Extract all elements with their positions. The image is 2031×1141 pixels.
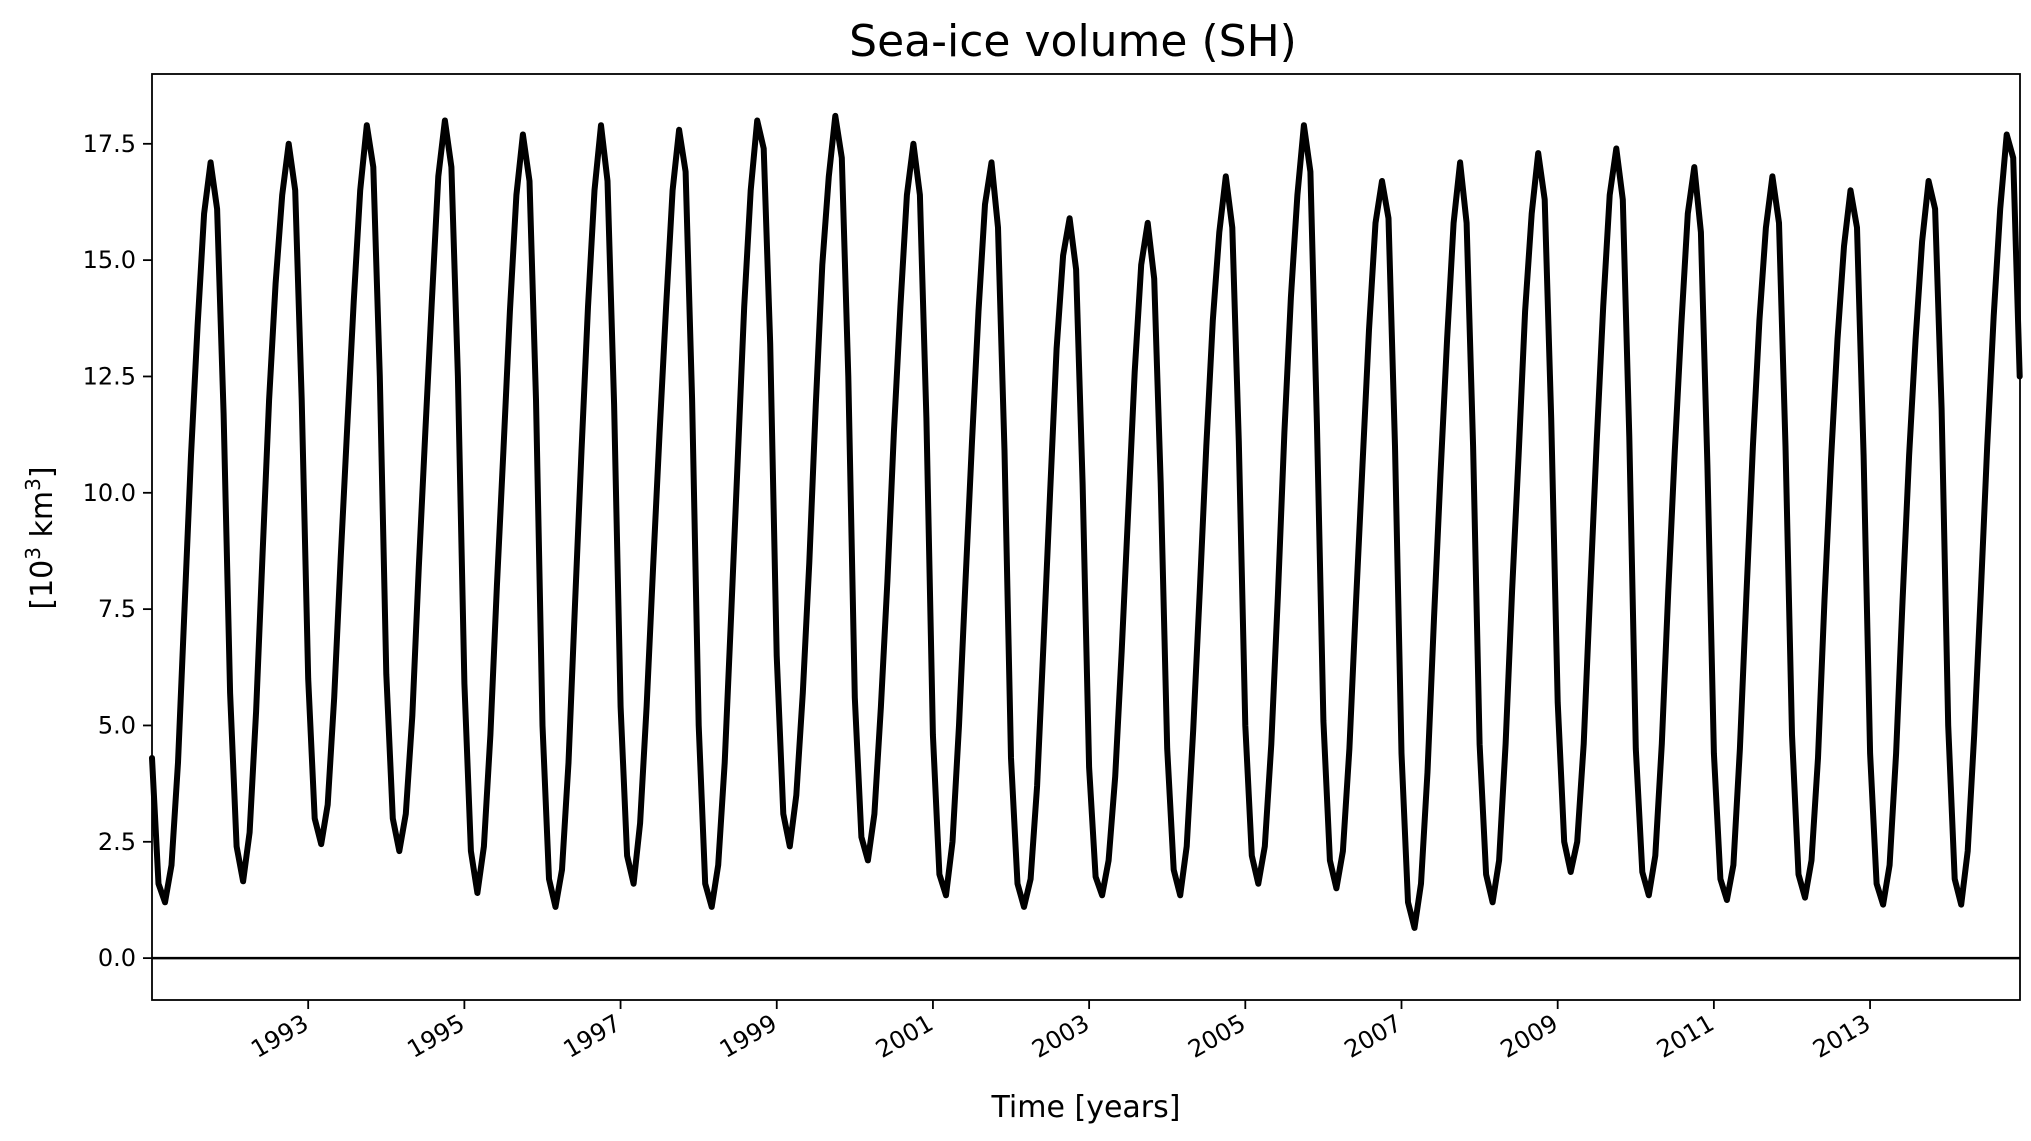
y-axis-label: [103 km3]	[21, 466, 60, 609]
chart-title: Sea-ice volume (SH)	[849, 16, 1297, 67]
y-tick-label: 5.0	[98, 711, 136, 739]
y-axis-label-unit: km	[25, 491, 60, 547]
x-tick-label: 1993	[246, 1009, 313, 1064]
x-tick-label: 2007	[1340, 1009, 1407, 1064]
y-tick-label: 10.0	[83, 479, 136, 507]
sea-ice-volume-line	[149, 112, 2023, 931]
y-tick-label: 7.5	[98, 595, 136, 623]
y-tick-label: 0.0	[98, 944, 136, 972]
x-tick-label: 2013	[1808, 1009, 1875, 1064]
x-axis-label: Time [years]	[991, 1090, 1181, 1125]
plot-area-frame	[151, 73, 2021, 1001]
x-axis-ticks: 1993 1995 1997 1999 2001 2003 2005 2007 2009 2011…	[246, 1000, 1875, 1064]
y-tick-label: 2.5	[98, 828, 136, 856]
x-tick-label: 2003	[1027, 1009, 1094, 1064]
y-tick-label: 12.5	[83, 362, 136, 390]
x-tick-label: 2011	[1652, 1009, 1719, 1064]
x-tick-label: 2005	[1183, 1009, 1250, 1064]
y-axis-label-unit-exponent: 3	[21, 478, 45, 491]
x-tick-label: 1999	[715, 1009, 782, 1064]
y-tick-label: 17.5	[83, 130, 136, 158]
x-tick-label: 2001	[871, 1009, 938, 1064]
x-tick-label: 1995	[402, 1009, 469, 1064]
y-axis-label-close: ]	[25, 466, 60, 478]
y-axis-ticks: 0.0 2.5 5.0 7.5 10.0 12.5 15.0 17.5	[83, 130, 152, 972]
y-axis-label-exponent: 3	[21, 547, 45, 560]
x-tick-label: 2009	[1496, 1009, 1563, 1064]
x-tick-label: 1997	[559, 1009, 626, 1064]
y-tick-label: 15.0	[83, 246, 136, 274]
y-axis-label-base: [10	[25, 560, 60, 610]
